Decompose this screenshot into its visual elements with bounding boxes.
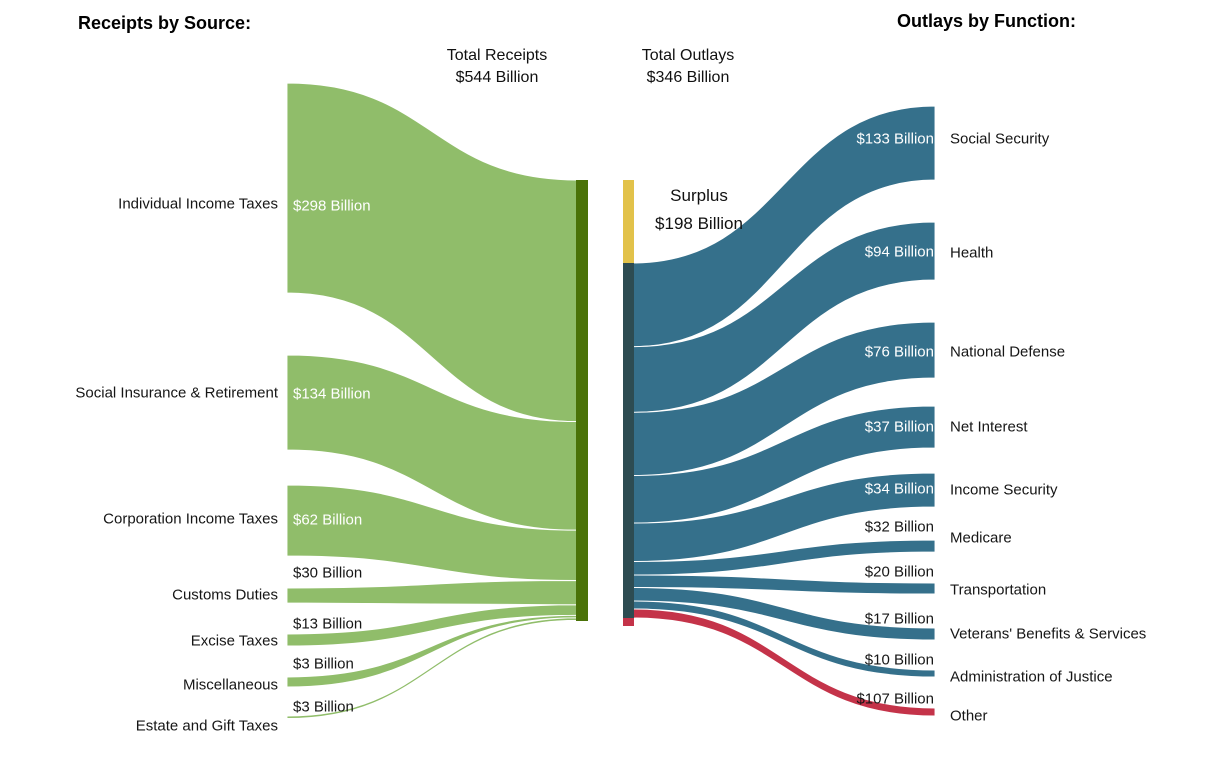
outlay-category-label-income-security: Income Security bbox=[950, 481, 1058, 499]
receipt-value-label-miscellaneous: $3 Billion bbox=[293, 655, 354, 673]
flow-outlay-other bbox=[632, 608, 936, 717]
outlay-value-label-medicare: $32 Billion bbox=[864, 518, 934, 536]
outlay-value-label-veterans-benefits-services: $17 Billion bbox=[864, 610, 934, 628]
outlay-category-label-national-defense: National Defense bbox=[950, 343, 1066, 361]
surplus-node-bar bbox=[623, 180, 634, 263]
outlay-value-label-net-interest: $37 Billion bbox=[864, 418, 934, 436]
total-outlays-label: Total Outlays $346 Billion bbox=[618, 45, 758, 89]
receipts-title: Receipts by Source: bbox=[78, 13, 252, 33]
outlay-category-label-net-interest: Net Interest bbox=[950, 418, 1028, 436]
receipt-category-label-corporation-income-taxes: Corporation Income Taxes bbox=[103, 510, 278, 528]
flow-outlay-national-defense bbox=[632, 321, 936, 477]
total-receipts-node-bar bbox=[576, 180, 588, 621]
surplus-value: $198 Billion bbox=[655, 214, 743, 233]
total-receipts-label: Total Receipts $544 Billion bbox=[427, 45, 567, 89]
receipt-value-label-corporation-income-taxes: $62 Billion bbox=[293, 511, 363, 529]
flow-outlay-transportation bbox=[632, 574, 936, 595]
receipt-category-label-individual-income-taxes: Individual Income Taxes bbox=[118, 195, 278, 213]
outlay-value-label-administration-of-justice: $10 Billion bbox=[864, 651, 934, 669]
receipt-category-label-excise-taxes: Excise Taxes bbox=[190, 632, 278, 650]
outlay-value-label-income-security: $34 Billion bbox=[864, 480, 934, 498]
total-receipts-value: $544 Billion bbox=[455, 69, 539, 86]
outlay-value-label-national-defense: $76 Billion bbox=[864, 343, 934, 361]
outlay-value-label-social-security: $133 Billion bbox=[856, 130, 934, 148]
total-receipts-line1: Total Receipts bbox=[446, 47, 548, 64]
outlay-value-label-health: $94 Billion bbox=[864, 243, 934, 261]
total-outlays-line1: Total Outlays bbox=[641, 47, 735, 64]
receipt-category-label-miscellaneous: Miscellaneous bbox=[182, 676, 278, 694]
receipt-category-label-estate-and-gift-taxes: Estate and Gift Taxes bbox=[135, 717, 278, 735]
receipt-value-label-estate-and-gift-taxes: $3 Billion bbox=[293, 698, 354, 716]
outlay-category-label-veterans-benefits-services: Veterans' Benefits & Services bbox=[950, 625, 1147, 643]
outlay-value-label-transportation: $20 Billion bbox=[864, 563, 934, 581]
outlay-category-label-other: Other bbox=[950, 707, 988, 725]
outlay-value-label-other: $107 Billion bbox=[856, 690, 934, 708]
outlay-category-label-transportation: Transportation bbox=[950, 581, 1047, 599]
receipt-value-label-individual-income-taxes: $298 Billion bbox=[293, 197, 371, 215]
flow-outlay-income-security bbox=[632, 472, 936, 562]
receipt-value-label-social-insurance-retirement: $134 Billion bbox=[293, 385, 371, 403]
surplus-label: Surplus $198 Billion bbox=[620, 182, 778, 238]
receipt-value-label-customs-duties: $30 Billion bbox=[293, 564, 363, 582]
outlay-category-label-medicare: Medicare bbox=[950, 529, 1012, 547]
surplus-line1: Surplus bbox=[670, 186, 728, 205]
outlays-title: Outlays by Function: bbox=[897, 11, 1077, 31]
flow-outlay-net-interest bbox=[632, 405, 936, 524]
flow-outlay-administration-of-justice bbox=[632, 600, 936, 678]
outlay-category-label-administration-of-justice: Administration of Justice bbox=[950, 668, 1113, 686]
total-outlays-value: $346 Billion bbox=[646, 69, 730, 86]
outlay-category-label-health: Health bbox=[950, 244, 994, 262]
other-node-bar-segment bbox=[623, 618, 634, 626]
total-outlays-node-bar bbox=[623, 263, 634, 618]
flow-outlay-medicare bbox=[632, 539, 936, 576]
outlay-category-label-social-security: Social Security bbox=[950, 130, 1050, 148]
flow-outlay-veterans-benefits-services bbox=[632, 587, 936, 641]
flow-receipt-customs-duties bbox=[286, 580, 578, 606]
flow-outlay-health bbox=[632, 221, 936, 413]
receipt-category-label-social-insurance-retirement: Social Insurance & Retirement bbox=[75, 384, 278, 402]
receipt-value-label-excise-taxes: $13 Billion bbox=[293, 615, 363, 633]
flow-outlay-social-security bbox=[632, 105, 936, 348]
receipt-category-label-customs-duties: Customs Duties bbox=[172, 586, 278, 604]
